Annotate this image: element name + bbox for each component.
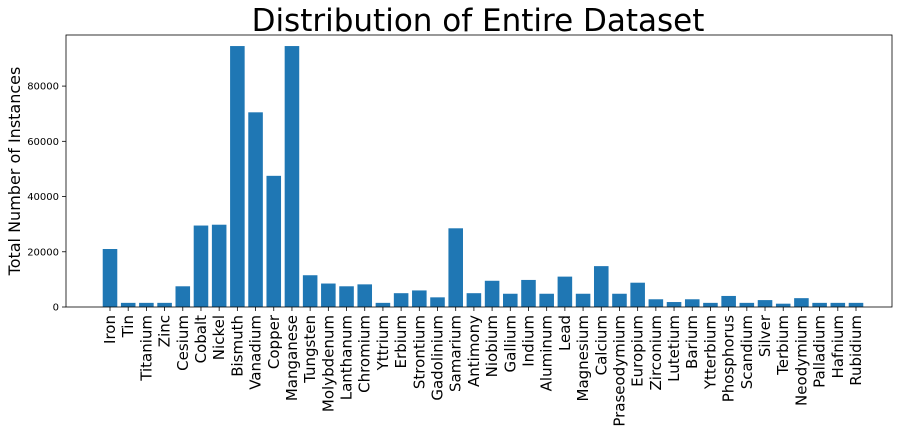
bar-neodymium — [794, 298, 809, 307]
x-tick-label: Gadolinium — [429, 315, 447, 401]
bar-calcium — [593, 266, 609, 307]
x-tick-label: Molybdenum — [319, 315, 337, 412]
bar-lead — [557, 276, 573, 307]
bar-gadolinium — [430, 297, 445, 307]
bar-praseodymium — [612, 293, 627, 307]
x-tick-label: Samarium — [447, 315, 465, 392]
bar-scandium — [739, 302, 755, 307]
x-tick-label: Lutetium — [665, 315, 683, 382]
x-tick-label: Yttrium — [374, 315, 392, 371]
bar-niobium — [484, 280, 500, 307]
bar-erbium — [393, 293, 409, 307]
x-tick-label: Vanadium — [247, 315, 265, 390]
bar-zirconium — [648, 299, 664, 307]
x-tick-label: Palladium — [811, 315, 829, 388]
y-ticks: 0 20000 40000 60000 80000 — [27, 82, 66, 314]
bar-aluminum — [539, 293, 554, 307]
y-tick-label: 20000 — [27, 247, 59, 258]
x-tick-label: Antimony — [465, 315, 483, 387]
bar-bismuth — [230, 46, 245, 308]
x-tick-label: Zirconium — [647, 315, 665, 391]
bar-zinc — [157, 302, 172, 307]
y-tick-label: 80000 — [27, 82, 59, 93]
x-tick-label: Calcium — [592, 315, 610, 375]
bar-chromium — [357, 284, 373, 307]
bars — [102, 46, 864, 308]
x-tick-label: Zinc — [156, 315, 174, 347]
x-tick-label: Cobalt — [192, 315, 210, 364]
bar-iron — [102, 249, 118, 307]
bar-titanium — [139, 302, 154, 307]
x-tick-label: Gallium — [501, 315, 519, 372]
x-tick-label: Manganese — [283, 315, 301, 401]
bar-ytterbium — [703, 302, 718, 307]
x-tick-label: Scandium — [738, 315, 756, 389]
x-tick-label: Praseodymium — [610, 315, 628, 427]
x-tick-label: Europium — [629, 315, 647, 387]
x-tick-label: Chromium — [356, 315, 374, 393]
bar-nickel — [211, 224, 227, 307]
bar-cesium — [175, 286, 191, 307]
bar-copper — [266, 175, 282, 307]
bar-tin — [120, 302, 136, 307]
bar-barium — [684, 299, 700, 307]
y-axis-label: Total Number of Instances — [5, 67, 24, 277]
bar-gallium — [503, 293, 518, 307]
x-tick-label: Aluminum — [538, 315, 556, 391]
bar-strontium — [412, 290, 427, 307]
bar-silver — [757, 300, 773, 307]
y-tick-label: 0 — [53, 303, 59, 314]
x-tick-label: Bismuth — [228, 315, 246, 377]
bar-molybdenum — [321, 283, 336, 307]
bar-hafnium — [830, 302, 846, 307]
chart-title: Distribution of Entire Dataset — [252, 3, 705, 39]
x-tick-label: Tungsten — [301, 315, 319, 384]
bar-tungsten — [302, 275, 318, 307]
plot-frame — [65, 34, 893, 308]
x-tick-label: Cesium — [174, 315, 192, 371]
x-tick-label: Rubidium — [847, 315, 865, 386]
x-ticks: Iron Tin Titanium Zinc Cesium Cobalt Nickel Bis… — [101, 307, 865, 427]
x-tick-label: Terbium — [774, 315, 792, 376]
x-tick-label: Niobium — [483, 315, 501, 377]
bar-phosphorus — [721, 295, 736, 307]
x-tick-label: Copper — [265, 314, 283, 369]
bar-terbium — [775, 303, 791, 307]
x-tick-label: Indium — [519, 315, 537, 367]
x-tick-label: Silver — [756, 314, 774, 357]
x-tick-label: Ytterbium — [701, 315, 719, 390]
y-tick-label: 40000 — [27, 192, 59, 203]
x-tick-label: Strontium — [410, 315, 428, 389]
x-tick-label: Nickel — [210, 315, 228, 360]
x-tick-label: Lanthanum — [338, 315, 356, 400]
bar-cobalt — [193, 225, 209, 307]
bar-lutetium — [666, 302, 682, 307]
bar-indium — [521, 279, 536, 307]
x-tick-label: Tin — [119, 315, 137, 338]
x-tick-label: Magnesium — [574, 315, 592, 402]
bar-palladium — [812, 302, 827, 307]
bar-antimony — [466, 293, 482, 307]
bar-vanadium — [248, 112, 263, 307]
bar-magnesium — [575, 293, 591, 307]
x-tick-label: Neodymium — [792, 315, 810, 406]
x-tick-label: Barium — [683, 315, 701, 369]
x-tick-label: Iron — [101, 315, 119, 344]
bar-rubidium — [848, 302, 864, 307]
x-tick-label: Erbium — [392, 315, 410, 368]
bar-manganese — [284, 46, 300, 308]
bar-yttrium — [375, 302, 391, 307]
x-tick-label: Lead — [556, 315, 574, 351]
bar-europium — [630, 282, 645, 307]
y-tick-label: 60000 — [27, 137, 59, 148]
x-tick-label: Hafnium — [829, 315, 847, 379]
x-tick-label: Phosphorus — [720, 315, 738, 402]
x-tick-label: Titanium — [137, 315, 155, 382]
bar-lanthanum — [339, 286, 354, 307]
bar-samarium — [448, 228, 463, 307]
